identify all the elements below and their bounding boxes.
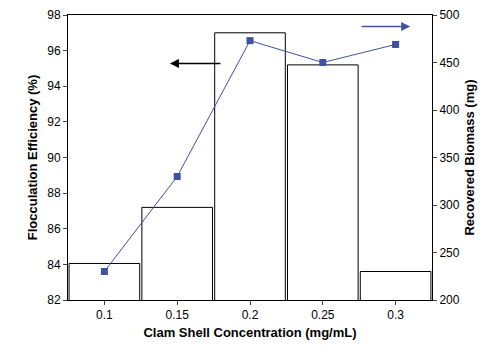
svg-text:96: 96: [47, 44, 61, 58]
svg-text:82: 82: [47, 293, 61, 307]
svg-text:0.3: 0.3: [387, 308, 404, 322]
svg-text:450: 450: [439, 56, 459, 70]
svg-text:300: 300: [439, 198, 459, 212]
svg-text:350: 350: [439, 151, 459, 165]
svg-text:500: 500: [439, 8, 459, 22]
svg-text:0.1: 0.1: [96, 308, 113, 322]
svg-text:Clam Shell Concentration (mg/m: Clam Shell Concentration (mg/mL): [143, 325, 356, 340]
svg-text:0.2: 0.2: [242, 308, 259, 322]
svg-text:88: 88: [47, 186, 61, 200]
svg-text:90: 90: [47, 151, 61, 165]
svg-text:0.25: 0.25: [311, 308, 335, 322]
svg-text:250: 250: [439, 246, 459, 260]
svg-text:0.15: 0.15: [166, 308, 190, 322]
svg-text:Flocculation Efficiency (%): Flocculation Efficiency (%): [25, 75, 40, 240]
svg-text:400: 400: [439, 103, 459, 117]
svg-text:84: 84: [47, 258, 61, 272]
svg-text:86: 86: [47, 222, 61, 236]
svg-text:94: 94: [47, 79, 61, 93]
svg-text:200: 200: [439, 293, 459, 307]
svg-text:92: 92: [47, 115, 61, 129]
svg-text:98: 98: [47, 8, 61, 22]
svg-text:Recovered Biomass (mg): Recovered Biomass (mg): [462, 79, 477, 235]
